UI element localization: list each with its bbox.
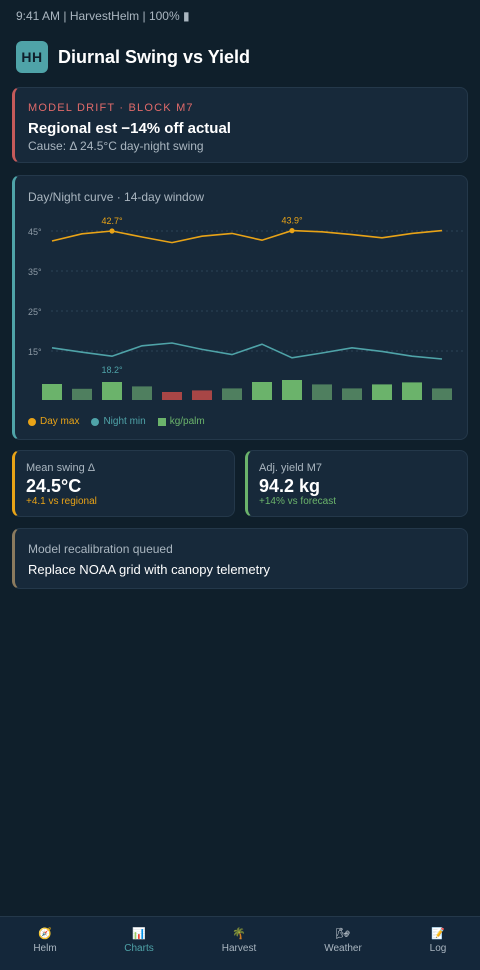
alert-eyebrow: MODEL DRIFT · BLOCK M7 [28,102,194,114]
legend-yield-square [157,417,166,426]
model-drift-alert[interactable]: MODEL DRIFT · BLOCK M7 Regional est −14%… [12,87,468,163]
yield-bar [372,384,392,400]
page-title: Diurnal Swing vs Yield [58,46,251,67]
yield-bar [312,384,332,400]
nav-label: Harvest [221,943,257,954]
day-max-line [51,229,443,244]
bottom-nav: 🧭 Helm 📊 Charts 🌴 Harvest 🌬 Weather 📝 Lo… [0,916,480,970]
day-night-chart-card: Day/Night curve · 14-day window 45° 35° 25… [12,175,468,440]
app-header: HH Diurnal Swing vs Yield [16,41,250,73]
yield-bar [102,382,122,400]
yield-bar [132,386,152,400]
nav-label: Helm [33,943,57,954]
stat-label: Mean swing Δ [26,462,96,474]
nav-charts[interactable]: 📊 Charts [99,927,179,954]
y-tick-label: 35° [28,267,42,277]
yield-bar [192,390,212,400]
stat-label: Adj. yield M7 [259,462,322,474]
compass-icon: 🧭 [38,928,52,940]
day-night-chart[interactable]: 45° 35° 25° 15° 42.7° 43.9° 18.2° [15,176,468,416]
legend-night-label: Night min [103,416,146,427]
day-max-peak-dot [289,228,295,234]
cloud-wind-icon: 🌬 [336,928,350,940]
night-min-label: 18.2° [101,365,123,375]
stat-value: 94.2 kg [259,476,321,496]
alert-cause: Cause: Δ 24.5°C day-night swing [28,139,204,153]
day-max-peak-label: 43.9° [281,216,303,226]
queue-label: Model recalibration queued [28,542,173,556]
day-max-peak-label: 42.7° [101,216,123,226]
night-min-line [51,342,443,360]
nav-weather[interactable]: 🌬 Weather [303,927,383,954]
memo-icon: 📝 [431,928,445,940]
yield-bar [162,392,182,400]
nav-label: Weather [324,943,362,954]
yield-bar [282,380,302,400]
nav-log[interactable]: 📝 Log [398,927,478,954]
legend-yield-label: kg/palm [169,416,205,427]
nav-helm[interactable]: 🧭 Helm [5,927,85,954]
nav-label: Log [429,943,447,954]
alert-headline: Regional est −14% off actual [28,120,231,137]
legend-day-label: Day max [40,416,80,427]
palm-tree-icon: 🌴 [232,928,246,940]
legend-day-max[interactable]: Day max [28,416,79,427]
yield-bar [222,388,242,400]
nav-label: Charts [124,943,154,954]
nav-harvest[interactable]: 🌴 Harvest [199,927,279,954]
mean-swing-card[interactable]: Mean swing Δ 24.5°C +4.1 vs regional [12,450,235,517]
y-tick-label: 15° [28,347,42,357]
stat-value: 24.5°C [26,476,82,496]
legend-yield[interactable]: kg/palm [157,416,205,427]
yield-bar [342,388,362,400]
yield-bar [402,382,422,400]
y-tick-label: 45° [28,227,42,237]
legend-night-min[interactable]: Night min [91,416,146,427]
day-max-peak-dot [109,228,115,234]
legend-night-dot [91,417,100,426]
yield-bar [432,388,452,400]
y-tick-label: 25° [28,307,42,317]
stat-delta: +14% vs forecast [259,496,336,507]
legend-day-dot [28,417,36,426]
adjusted-yield-card[interactable]: Adj. yield M7 94.2 kg +14% vs forecast [245,450,468,517]
queue-text: Replace NOAA grid with canopy telemetry [28,562,271,577]
recalibration-queue-card[interactable]: Model recalibration queued Replace NOAA … [12,528,468,589]
app-logo[interactable]: HH [16,41,48,73]
yield-bar [72,388,92,400]
chart-legend: Day max Night min kg/palm [28,416,217,427]
yield-bar [252,382,272,400]
bar-chart-icon: 📊 [132,928,146,940]
chart-title: Day/Night curve · 14-day window [28,190,205,204]
status-bar: 9:41 AM | HarvestHelm | 100% ▮ [16,9,190,23]
stat-delta: +4.1 vs regional [26,496,97,507]
yield-bar [42,384,62,400]
